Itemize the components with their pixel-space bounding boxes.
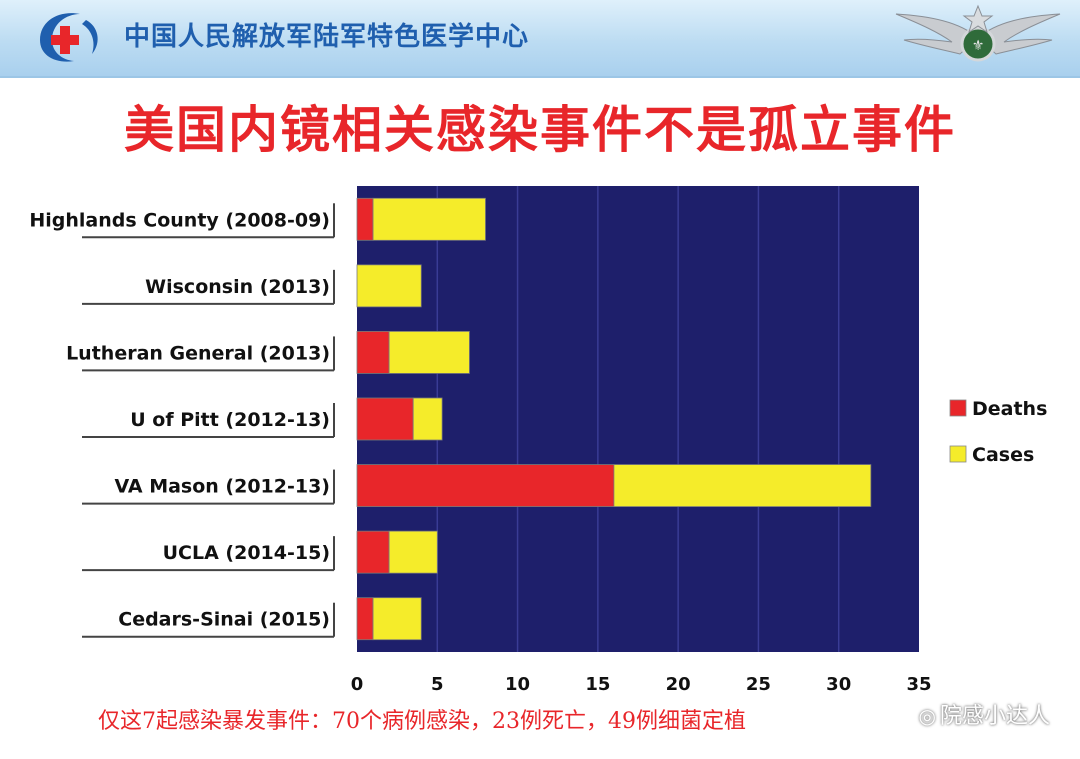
legend: Deaths Cases [949,398,1047,466]
svg-text:⚜: ⚜ [972,38,985,54]
footer-note: 仅这7起感染暴发事件：70个病例感染，23例死亡，49例细菌定植 [98,709,746,734]
category-label: UCLA (2014-15) [163,542,330,564]
x-tick-label: 20 [666,674,691,695]
plot-area [357,186,919,652]
category-label: Highlands County (2008-09) [29,209,330,231]
header-bar: 中国人民解放军陆军特色医学中心 ⚜ [0,0,1080,78]
bar-cases [388,530,438,574]
x-tick-label: 10 [505,674,530,695]
bar-cases [372,597,422,641]
category-labels: Highlands County (2008-09) Wisconsin (201… [29,203,335,638]
bar-deaths [356,597,374,641]
x-tick-label: 0 [351,674,364,695]
bar-cases [356,264,422,308]
legend-swatch-cases [949,445,967,463]
watermark-text: 院感小达人 [939,704,1050,729]
category-label: Cedars-Sinai (2015) [118,609,330,631]
bar-deaths [356,464,615,507]
bar-deaths [356,331,390,374]
bars [356,197,872,641]
category-label: Lutheran General (2013) [66,342,330,364]
watermark: ◎ 院感小达人 [919,698,1050,730]
bar-cases [388,331,470,374]
x-tick-label: 30 [826,674,851,695]
army-wings-emblem-icon: ⚜ [895,4,1061,62]
bar-deaths [356,530,390,574]
bar-cases [613,464,872,507]
category-label: VA Mason (2012-13) [114,476,330,498]
bar-cases [412,397,443,441]
bar-cases [372,197,486,241]
legend-label-deaths: Deaths [972,398,1047,420]
legend-swatch-deaths [949,399,967,417]
wechat-icon: ◎ [918,704,936,728]
x-tick-label: 5 [431,674,444,695]
x-tick-label: 25 [746,674,771,695]
bar-deaths [356,397,414,441]
category-label: U of Pitt (2012-13) [130,409,330,431]
x-tick-label: 15 [585,674,610,695]
bar-deaths [356,197,374,241]
legend-label-cases: Cases [972,444,1034,466]
red-cross-logo-icon [40,13,98,62]
x-axis-ticks: 0 5 10 15 20 25 30 35 [351,674,932,695]
category-label: Wisconsin (2013) [145,276,330,298]
slide-title: 美国内镜相关感染事件不是孤立事件 [124,101,956,159]
organization-name: 中国人民解放军陆军特色医学中心 [124,22,530,52]
x-tick-label: 35 [906,674,931,695]
